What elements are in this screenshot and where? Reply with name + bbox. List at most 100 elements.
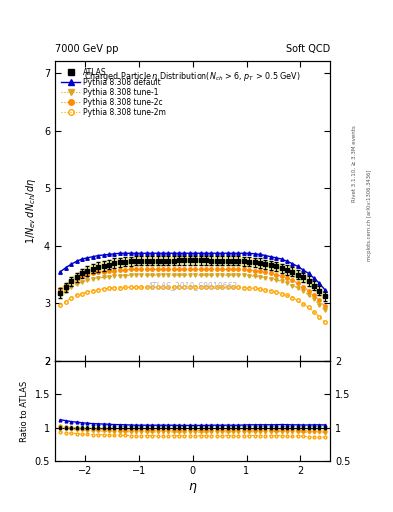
Pythia 8.308 tune-2m [263,287,268,293]
Pythia 8.308 default [215,250,219,257]
Pythia 8.308 tune-2m [247,285,252,291]
Pythia 8.308 default [155,250,160,257]
Line: Pythia 8.308 default: Pythia 8.308 default [59,251,327,291]
Pythia 8.308 tune-2c [322,303,327,309]
Pythia 8.308 default [301,267,305,273]
Pythia 8.308 tune-2c [166,266,171,272]
Pythia 8.308 tune-2m [171,284,176,290]
Pythia 8.308 tune-1 [231,272,235,278]
Pythia 8.308 default [258,251,263,258]
Pythia 8.308 tune-2c [241,266,246,272]
Pythia 8.308 tune-2c [171,266,176,272]
Pythia 8.308 default [312,275,316,281]
Pythia 8.308 tune-1 [220,272,224,278]
Pythia 8.308 tune-2m [128,284,133,290]
Pythia 8.308 default [268,253,273,260]
Pythia 8.308 tune-1 [171,272,176,278]
Pythia 8.308 default [322,286,327,292]
Pythia 8.308 tune-1 [166,272,171,278]
Pythia 8.308 tune-2m [252,285,257,291]
Pythia 8.308 tune-1 [107,274,111,280]
Pythia 8.308 tune-2c [74,275,79,282]
Pythia 8.308 tune-2m [90,288,95,294]
Pythia 8.308 tune-2m [285,292,289,298]
Pythia 8.308 tune-1 [322,307,327,313]
Pythia 8.308 tune-1 [279,279,284,285]
Pythia 8.308 tune-2m [69,295,73,301]
Legend: ATLAS, Pythia 8.308 default, Pythia 8.308 tune-1, Pythia 8.308 tune-2c, Pythia 8: ATLAS, Pythia 8.308 default, Pythia 8.30… [59,65,169,119]
Pythia 8.308 tune-1 [225,272,230,278]
Pythia 8.308 tune-2c [209,266,214,272]
Pythia 8.308 tune-1 [139,272,144,278]
Pythia 8.308 tune-2c [198,266,203,272]
Pythia 8.308 default [225,250,230,257]
Pythia 8.308 tune-2m [166,284,171,290]
Pythia 8.308 tune-2m [177,284,182,290]
Pythia 8.308 tune-2m [193,284,198,290]
Pythia 8.308 tune-2m [231,284,235,290]
Pythia 8.308 default [112,251,117,257]
Pythia 8.308 tune-2c [312,292,316,298]
Pythia 8.308 tune-2m [236,284,241,290]
Pythia 8.308 tune-2m [258,286,263,292]
Pythia 8.308 default [296,263,300,269]
Pythia 8.308 tune-2c [236,266,241,272]
Pythia 8.308 tune-2m [279,290,284,296]
Pythia 8.308 tune-1 [182,272,187,278]
Y-axis label: Ratio to ATLAS: Ratio to ATLAS [20,380,29,441]
Pythia 8.308 tune-2m [101,286,106,292]
Pythia 8.308 tune-2c [285,275,289,281]
Pythia 8.308 tune-2m [85,289,90,295]
Pythia 8.308 tune-1 [198,272,203,278]
Pythia 8.308 tune-2m [290,294,295,301]
Pythia 8.308 default [177,250,182,257]
Pythia 8.308 tune-2c [90,270,95,276]
Pythia 8.308 tune-2m [301,301,305,307]
Pythia 8.308 default [101,252,106,258]
Pythia 8.308 tune-2m [209,284,214,290]
Pythia 8.308 default [118,250,122,257]
Pythia 8.308 tune-1 [123,272,127,279]
Pythia 8.308 tune-1 [204,272,208,278]
Pythia 8.308 tune-2m [155,284,160,290]
Pythia 8.308 tune-2c [177,266,182,272]
Pythia 8.308 default [58,269,63,275]
Pythia 8.308 tune-2c [268,270,273,276]
Line: Pythia 8.308 tune-2m: Pythia 8.308 tune-2m [59,285,327,324]
Line: Pythia 8.308 tune-2c: Pythia 8.308 tune-2c [59,268,327,308]
Pythia 8.308 tune-2c [252,267,257,273]
Pythia 8.308 tune-2m [225,284,230,290]
Pythia 8.308 tune-1 [274,276,279,283]
Pythia 8.308 default [85,255,90,261]
Pythia 8.308 default [187,250,192,257]
Pythia 8.308 tune-1 [317,302,322,308]
Text: 7000 GeV pp: 7000 GeV pp [55,44,119,54]
Pythia 8.308 default [290,261,295,267]
Pythia 8.308 tune-1 [74,281,79,287]
Pythia 8.308 tune-2c [112,267,117,273]
Pythia 8.308 default [317,280,322,286]
Pythia 8.308 default [209,250,214,257]
Pythia 8.308 default [204,250,208,257]
Pythia 8.308 tune-2c [204,266,208,272]
Pythia 8.308 tune-1 [85,278,90,284]
Pythia 8.308 tune-1 [301,288,305,294]
Pythia 8.308 tune-2c [155,266,160,272]
Pythia 8.308 tune-1 [209,272,214,278]
Pythia 8.308 tune-2m [58,302,63,308]
Pythia 8.308 tune-2c [134,266,138,272]
Pythia 8.308 default [80,256,84,262]
X-axis label: $\eta$: $\eta$ [188,481,197,495]
Text: ATLAS_2010_S8918562: ATLAS_2010_S8918562 [147,282,238,291]
Pythia 8.308 tune-1 [247,272,252,279]
Text: Soft QCD: Soft QCD [286,44,330,54]
Pythia 8.308 tune-2c [317,297,322,304]
Pythia 8.308 tune-2m [63,298,68,305]
Pythia 8.308 default [128,250,133,257]
Pythia 8.308 tune-2m [182,284,187,290]
Pythia 8.308 default [231,250,235,257]
Pythia 8.308 tune-2c [220,266,224,272]
Pythia 8.308 tune-1 [161,272,165,278]
Pythia 8.308 default [182,250,187,257]
Pythia 8.308 tune-1 [263,275,268,281]
